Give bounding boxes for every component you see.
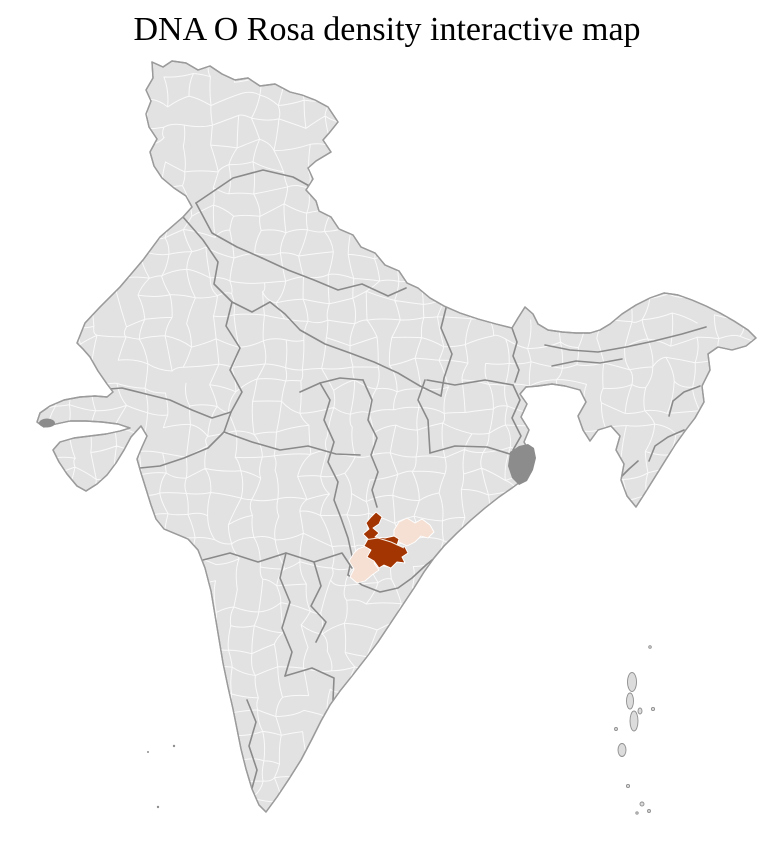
map-title: DNA O Rosa density interactive map [133, 11, 641, 48]
state-borders [95, 169, 707, 793]
highlighted-districts [348, 511, 435, 584]
lakshadweep-islands [147, 744, 176, 809]
india-landmass[interactable] [36, 60, 757, 813]
sundarbans-delta-patch [508, 444, 536, 485]
kutch-islet [39, 418, 55, 428]
andaman-nicobar-islands [614, 645, 656, 815]
district-inner-boundary [363, 537, 405, 549]
district-low-density-northeast[interactable] [393, 517, 435, 547]
